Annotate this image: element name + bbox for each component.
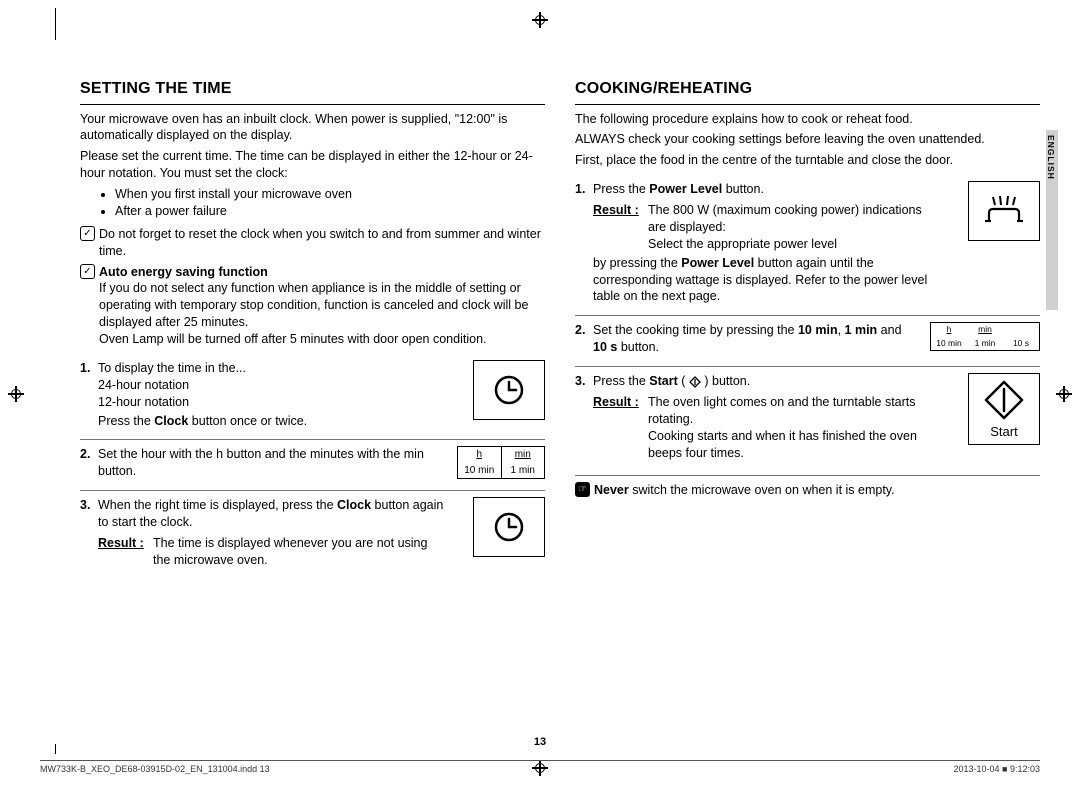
note-text: Do not forget to reset the clock when yo… — [99, 226, 545, 260]
clock-icon — [492, 373, 526, 407]
page-number: 13 — [0, 736, 1080, 748]
never-note: ☞ Never switch the microwave oven on whe… — [575, 475, 1040, 499]
para: Please set the current time. The time ca… — [80, 148, 545, 182]
result-text: The time is displayed whenever you are n… — [153, 535, 447, 569]
para: Your microwave oven has an inbuilt clock… — [80, 111, 545, 145]
note-summer: ✓ Do not forget to reset the clock when … — [80, 226, 545, 260]
note-auto-energy: ✓ Auto energy saving function If you do … — [80, 264, 545, 348]
language-label: ENGLISH — [1046, 135, 1056, 180]
warning-icon: ☞ — [575, 482, 590, 497]
reg-mark-top — [532, 12, 548, 28]
clock-icon — [492, 510, 526, 544]
step-1: 1. To display the time in the... 24-hour… — [80, 354, 545, 440]
r-step-2: 2. Set the cooking time by pressing the … — [575, 315, 1040, 366]
content-area: SETTING THE TIME Your microwave oven has… — [80, 78, 1040, 718]
clock-icon-box — [473, 497, 545, 557]
clock-icon-box — [473, 360, 545, 420]
result-label: Result : — [98, 535, 153, 569]
footer: MW733K-B_XEO_DE68-03915D-02_EN_131004.in… — [40, 760, 1040, 774]
auto-energy-title: Auto energy saving function — [99, 264, 545, 281]
footer-left: MW733K-B_XEO_DE68-03915D-02_EN_131004.in… — [40, 764, 270, 774]
start-icon-box: Start — [968, 373, 1040, 445]
r-step-3: 3. Press the Start ( ) button. Result : … — [575, 366, 1040, 471]
heading-cooking: COOKING/REHEATING — [575, 78, 1040, 105]
left-column: SETTING THE TIME Your microwave oven has… — [80, 78, 545, 718]
bullet: After a power failure — [115, 203, 545, 220]
h-min-panel: hmin 10 min1 min — [457, 446, 545, 479]
heading-setting-time: SETTING THE TIME — [80, 78, 545, 105]
start-icon — [976, 378, 1032, 422]
step-3: 3. When the right time is displayed, pre… — [80, 490, 545, 579]
power-level-icon — [981, 191, 1027, 231]
power-level-icon-box — [968, 181, 1040, 241]
note-icon: ✓ — [80, 226, 95, 241]
footer-right: 2013-10-04 ■ 9:12:03 — [953, 764, 1040, 774]
step-2: 2. Set the hour with the h button and th… — [80, 439, 545, 490]
bullet: When you first install your microwave ov… — [115, 186, 545, 203]
reg-mark-right — [1056, 386, 1072, 402]
r-step-1: 1. Press the Power Level button. Result … — [575, 175, 1040, 315]
note-icon: ✓ — [80, 264, 95, 279]
auto-energy-body: If you do not select any function when a… — [99, 280, 545, 331]
right-column: COOKING/REHEATING The following procedur… — [575, 78, 1040, 718]
crop-tl — [55, 8, 56, 40]
start-label: Start — [990, 423, 1017, 441]
auto-energy-body2: Oven Lamp will be turned off after 5 min… — [99, 331, 545, 348]
bullet-list: When you first install your microwave ov… — [80, 186, 545, 220]
time-buttons-panel: h min 10 min 1 min 10 s — [930, 322, 1040, 351]
reg-mark-left — [8, 386, 24, 402]
start-inline-icon — [689, 376, 701, 388]
